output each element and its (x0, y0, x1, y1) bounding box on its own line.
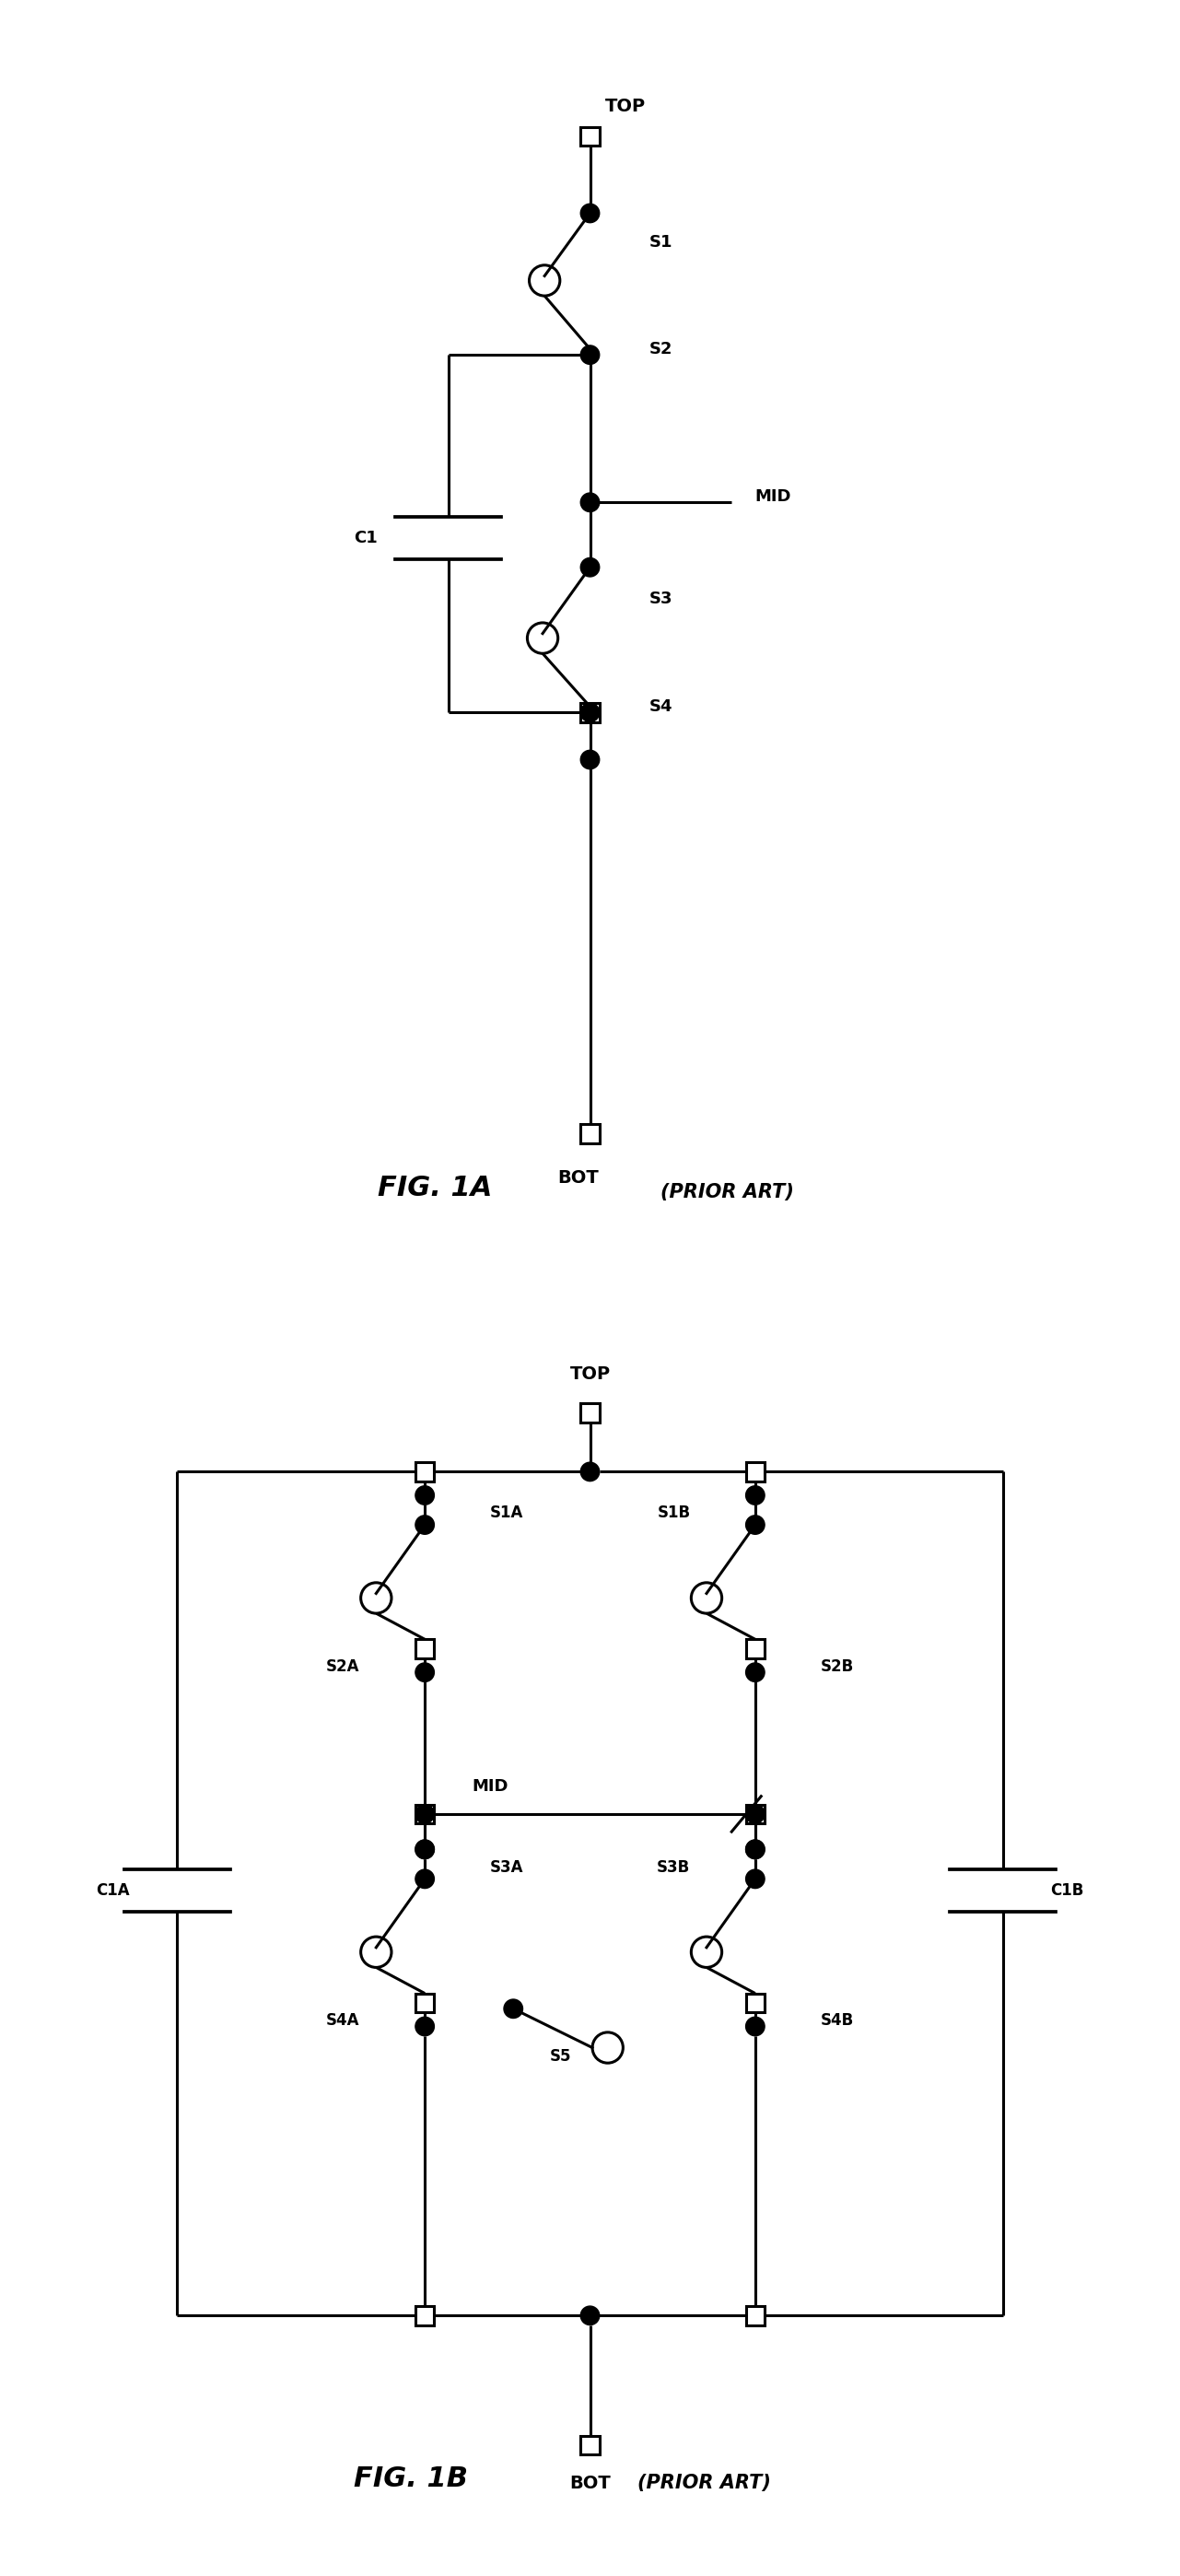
Circle shape (415, 2017, 434, 2035)
Bar (746, 1806, 765, 1824)
Text: S4B: S4B (820, 2012, 853, 2030)
Bar (415, 1463, 434, 1481)
Bar (746, 1638, 765, 1659)
Text: TOP: TOP (605, 98, 645, 116)
Bar (415, 1994, 434, 2012)
Circle shape (415, 1664, 434, 1682)
Circle shape (746, 1486, 765, 1504)
Bar (581, 1404, 599, 1422)
Circle shape (746, 1806, 765, 1824)
Text: MID: MID (472, 1777, 509, 1795)
Text: S3: S3 (649, 590, 673, 608)
Text: S3A: S3A (490, 1860, 523, 1875)
Circle shape (581, 559, 599, 577)
Circle shape (581, 492, 599, 513)
Circle shape (581, 204, 599, 222)
Circle shape (581, 2306, 599, 2326)
Bar (746, 2306, 765, 2326)
Circle shape (581, 1463, 599, 1481)
Bar (415, 2306, 434, 2326)
Text: S3B: S3B (657, 1860, 690, 1875)
Circle shape (746, 1870, 765, 1888)
Circle shape (746, 1839, 765, 1860)
Circle shape (415, 1870, 434, 1888)
Circle shape (415, 1486, 434, 1504)
Circle shape (746, 1515, 765, 1535)
Text: S5: S5 (550, 2048, 571, 2063)
Text: C1B: C1B (1050, 1883, 1083, 1899)
Bar (581, 1123, 599, 1144)
Circle shape (581, 703, 599, 721)
Bar (415, 1806, 434, 1824)
Circle shape (415, 1839, 434, 1860)
Circle shape (504, 1999, 523, 2017)
Bar (581, 126, 599, 147)
Text: C1: C1 (354, 531, 378, 546)
Circle shape (415, 1806, 434, 1824)
Bar (746, 1994, 765, 2012)
Text: S4: S4 (649, 698, 673, 716)
Text: S4A: S4A (327, 2012, 360, 2030)
Text: S1A: S1A (490, 1504, 523, 1522)
Circle shape (746, 1839, 765, 1860)
Circle shape (415, 1515, 434, 1535)
Text: MID: MID (755, 489, 792, 505)
Text: (PRIOR ART): (PRIOR ART) (661, 1182, 794, 1200)
Text: BOT: BOT (558, 1170, 598, 1188)
Text: S2B: S2B (820, 1659, 853, 1674)
Text: S1B: S1B (657, 1504, 690, 1522)
Text: C1A: C1A (96, 1883, 130, 1899)
Text: S2: S2 (649, 340, 673, 358)
Text: BOT: BOT (570, 2476, 610, 2494)
Text: S2A: S2A (327, 1659, 360, 1674)
Bar (746, 1463, 765, 1481)
Circle shape (746, 2017, 765, 2035)
Text: TOP: TOP (570, 1365, 610, 1383)
Circle shape (415, 1839, 434, 1860)
Text: FIG. 1A: FIG. 1A (378, 1175, 492, 1200)
Circle shape (581, 750, 599, 770)
Text: S1: S1 (649, 234, 673, 250)
Circle shape (581, 345, 599, 363)
Bar (581, 2437, 599, 2455)
Bar (415, 1638, 434, 1659)
Circle shape (746, 1664, 765, 1682)
Text: FIG. 1B: FIG. 1B (354, 2465, 468, 2494)
Bar (581, 703, 599, 721)
Text: (PRIOR ART): (PRIOR ART) (637, 2473, 771, 2494)
